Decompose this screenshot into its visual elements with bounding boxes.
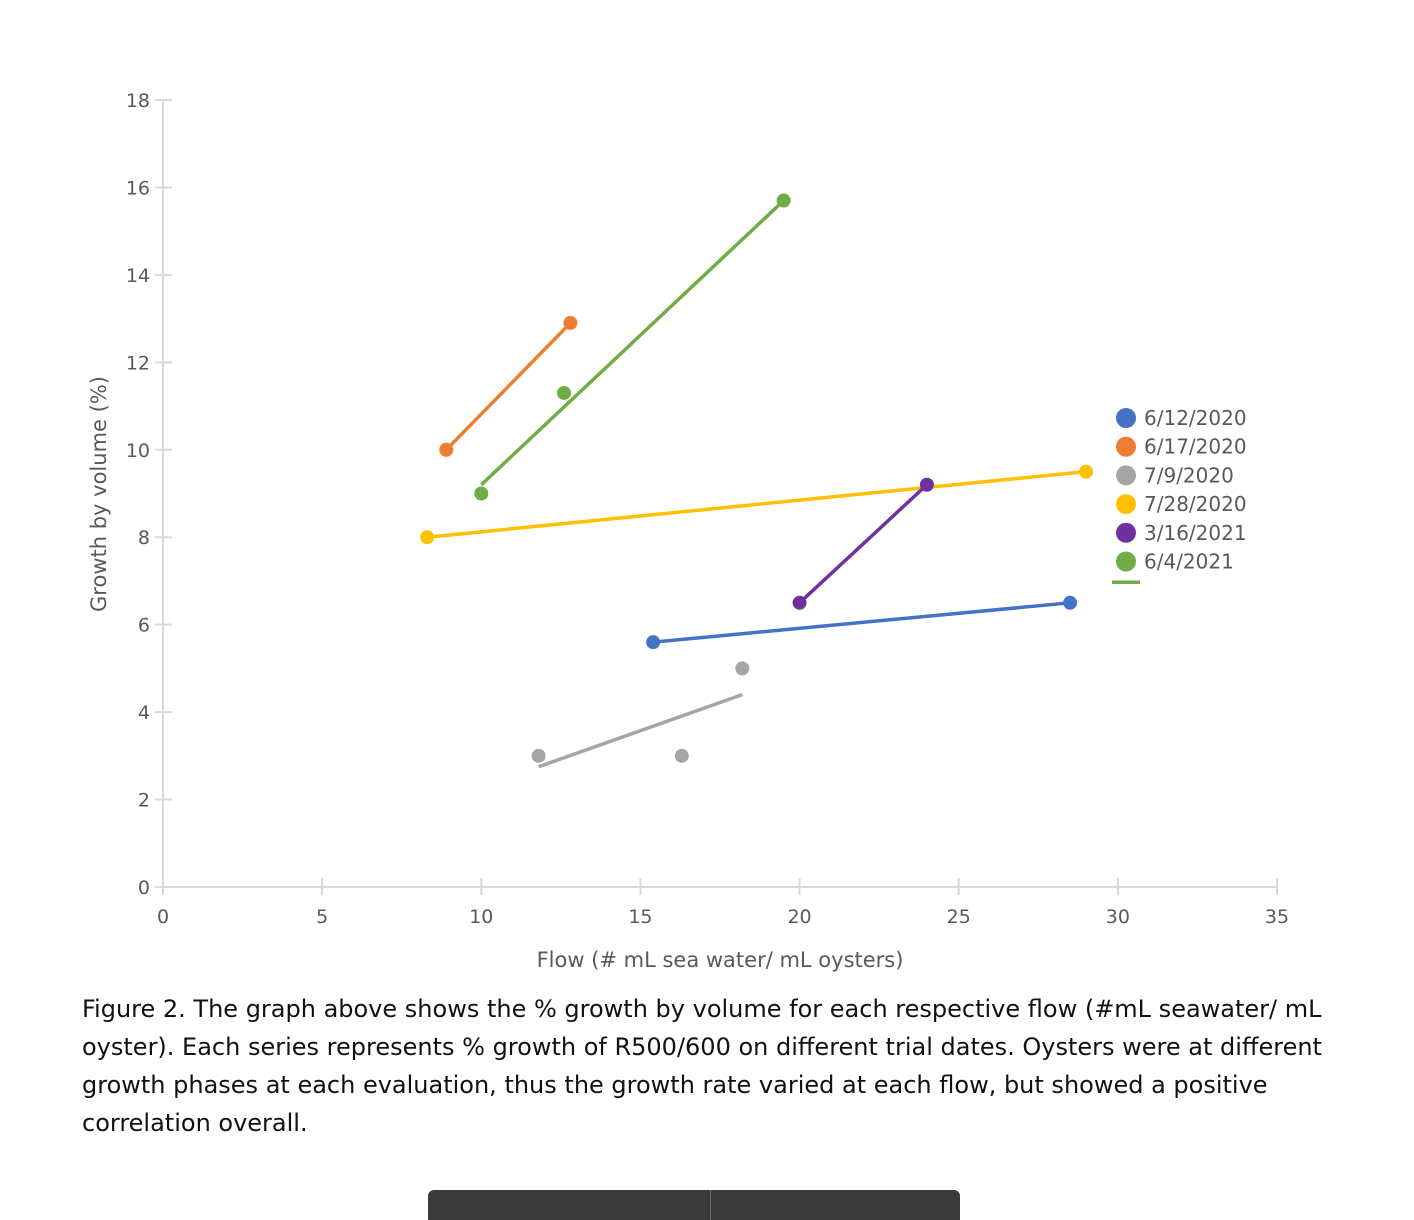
y-tick-label: 8 xyxy=(138,527,150,549)
figure-caption: Figure 2. The graph above shows the % gr… xyxy=(82,995,1322,1137)
x-tick-label: 15 xyxy=(628,906,652,928)
y-tick-label: 10 xyxy=(126,440,150,462)
x-tick-label: 30 xyxy=(1106,906,1130,928)
data-point-series-6-3 xyxy=(776,193,791,208)
y-tick-label: 0 xyxy=(138,877,150,899)
trendline-series-1 xyxy=(652,601,1071,644)
data-point-series-4-2 xyxy=(1079,464,1094,479)
data-point-series-2-2 xyxy=(563,315,578,330)
trendline-series-5 xyxy=(798,483,929,605)
toolbar-segment-right[interactable] xyxy=(711,1190,960,1220)
y-tick-label: 2 xyxy=(138,790,150,812)
x-tick-label: 20 xyxy=(787,906,811,928)
trendlines xyxy=(427,199,1087,769)
chart: 0 2 4 6 8 10 12 14 16 18 0 5 10 15 20 25 30 35 Growth by … xyxy=(87,90,1289,972)
trendline-series-4 xyxy=(427,469,1087,539)
legend-marker xyxy=(1116,551,1136,572)
legend-label: 6/12/2020 xyxy=(1144,406,1247,430)
trendline-series-6 xyxy=(480,199,785,487)
data-point-series-3-1 xyxy=(531,748,546,763)
x-tick-label: 25 xyxy=(947,906,971,928)
y-tick-label: 16 xyxy=(126,177,150,199)
data-point-series-1-2 xyxy=(1063,595,1078,610)
data-point-series-6-2 xyxy=(557,385,572,400)
legend: 6/12/2020 6/17/2020 7/9/2020 7/28/2020 3/16/… xyxy=(1112,406,1247,584)
toolbar-segment-left[interactable] xyxy=(428,1190,711,1220)
y-tick-label: 6 xyxy=(138,615,150,637)
x-tick-label: 35 xyxy=(1265,906,1289,928)
data-point-series-3-3 xyxy=(735,661,750,676)
legend-marker xyxy=(1116,522,1136,543)
y-tick-label: 18 xyxy=(126,90,150,112)
bottom-toolbar xyxy=(428,1190,960,1220)
trendline-series-3 xyxy=(537,692,743,769)
axes: 0 2 4 6 8 10 12 14 16 18 0 5 10 15 20 25 30 35 xyxy=(126,90,1289,928)
x-tick-label: 10 xyxy=(469,906,493,928)
y-tick-label: 14 xyxy=(126,265,150,287)
legend-marker xyxy=(1116,436,1136,457)
data-point-series-2-1 xyxy=(439,442,454,457)
legend-marker xyxy=(1116,408,1136,428)
data-points xyxy=(420,193,1094,763)
x-axis-title: Flow (# mL sea water/ mL oysters) xyxy=(537,948,904,972)
legend-marker xyxy=(1116,494,1136,515)
legend-label: 3/16/2021 xyxy=(1144,521,1247,545)
data-point-series-4-1 xyxy=(420,530,435,545)
data-point-series-5-2 xyxy=(919,477,934,492)
data-point-series-1-1 xyxy=(646,635,661,650)
y-tick-label: 12 xyxy=(126,352,150,374)
legend-marker xyxy=(1116,465,1136,486)
y-tick-label: 4 xyxy=(138,702,150,724)
x-tick-label: 0 xyxy=(157,906,169,928)
trendline-series-2 xyxy=(445,321,572,452)
x-tick-label: 5 xyxy=(316,906,328,928)
legend-label: 7/9/2020 xyxy=(1144,463,1234,487)
y-axis-title: Growth by volume (%) xyxy=(87,376,111,612)
legend-label: 6/4/2021 xyxy=(1144,550,1234,574)
data-point-series-3-2 xyxy=(674,748,689,763)
data-point-series-6-1 xyxy=(474,486,489,501)
legend-label: 7/28/2020 xyxy=(1144,492,1247,516)
data-point-series-5-1 xyxy=(792,595,807,610)
legend-label: 6/17/2020 xyxy=(1144,435,1247,459)
